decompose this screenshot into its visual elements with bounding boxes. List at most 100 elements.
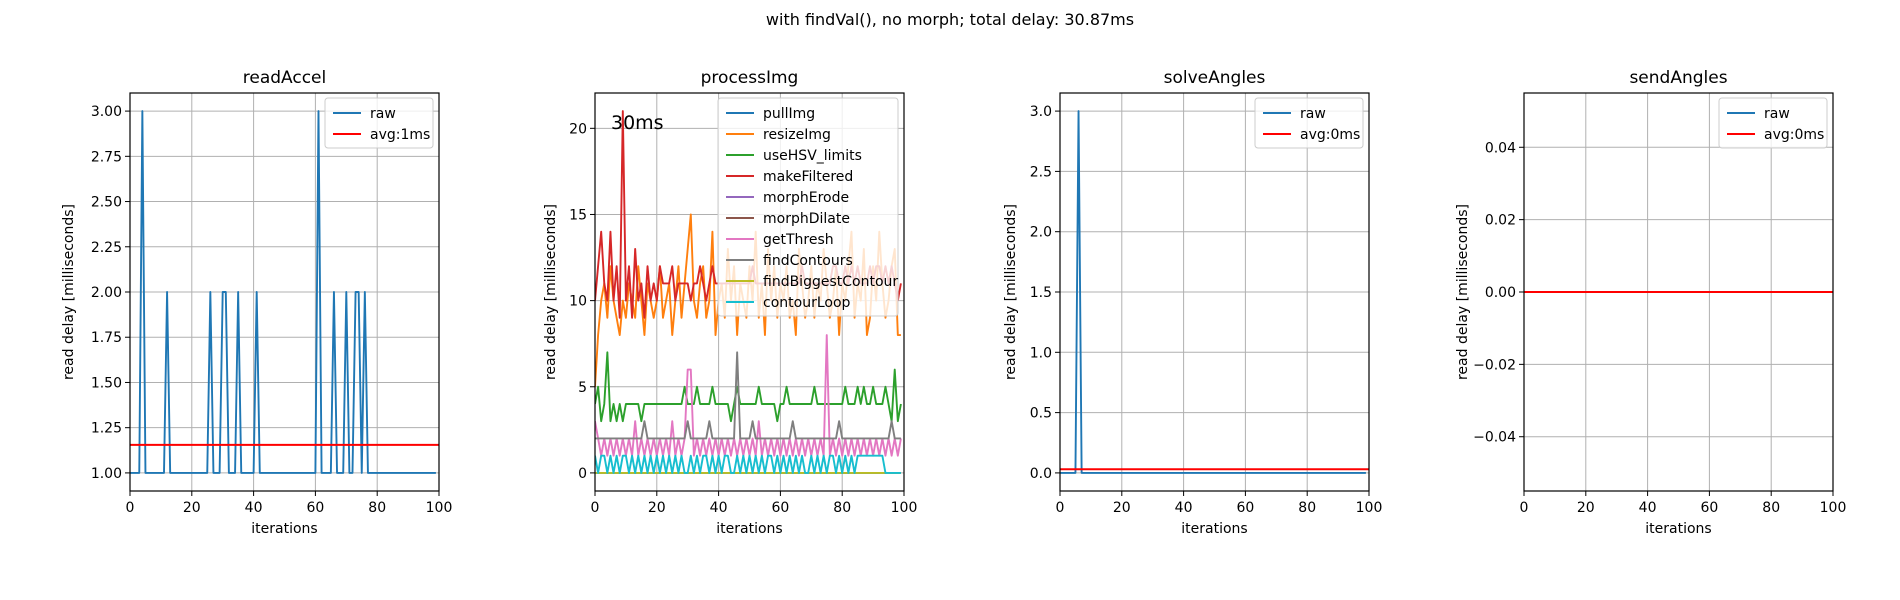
subplots-layer: 0 20 40 60 80 1001.001.251.501.752.002.252.50… [61,68,1846,537]
subplot-readAccel: 0 20 40 60 80 100 1.00 1.25 1.50 1.75 2.00 2.25 2.50… [61,68,452,537]
series-line-findContours [595,351,901,440]
y-axis-label: read delay [milliseconds] [1455,204,1471,380]
y-tick-label: 0.5 [1030,406,1052,422]
y-tick-label: 15 [569,207,587,223]
y-tick-label: 1.25 [91,421,122,437]
series-line-raw [130,110,436,474]
x-tick-label: 100 [426,500,453,516]
y-tick-label: 0.04 [1485,140,1516,156]
x-tick-label: 20 [1113,500,1131,516]
axes-frame [594,92,905,492]
y-tick-label: 10 [569,294,587,310]
subplot-title: sendAngles [1629,68,1727,88]
y-tick-label: 1.0 [1030,345,1052,361]
subplot-title: processImg [701,68,799,88]
legend-entry-raw: raw [1300,106,1326,122]
x-tick-label: 100 [1356,500,1383,516]
y-tick-label: 1.50 [91,375,122,391]
x-axis-label: iterations [716,521,782,537]
legend-entry-useHSV_limits: useHSV_limits [763,148,862,164]
y-tick-label: 1.00 [91,466,122,482]
x-axis-label: iterations [1181,521,1247,537]
delay-annotation: 30ms [611,112,664,134]
legend-entry-avg:1ms: avg:1ms [370,127,430,143]
x-tick-label: 20 [183,500,201,516]
x-tick-label: 80 [833,500,851,516]
y-axis-label: read delay [milliseconds] [543,204,559,380]
legend: pullImg resizeImg useHSV_limits makeFiltere… [717,97,899,317]
figure-suptitle: with findVal(), no morph; total delay: 3… [766,10,1134,29]
y-axis-label: read delay [milliseconds] [1003,204,1019,380]
y-tick-label: 2.0 [1030,225,1052,241]
legend-entry-raw: raw [1764,106,1790,122]
x-tick-label: 40 [1175,500,1193,516]
x-axis-label: iterations [1645,521,1711,537]
subplot-title: readAccel [243,68,327,88]
series-line-contourLoop [595,454,901,474]
x-tick-label: 0 [1056,500,1065,516]
y-tick-label: 2.50 [91,195,122,211]
legend: raw avg:1ms [324,97,434,149]
legend: raw avg:0ms [1718,97,1828,149]
subplot-processImg: 0 20 40 60 80 100 0 5 10 15 20 processImg iterations… [543,68,917,537]
x-tick-label: 40 [1639,500,1657,516]
y-tick-label: 0 [578,466,587,482]
x-tick-label: 40 [710,500,728,516]
y-tick-label: 3.00 [91,104,122,120]
series-line-useHSV_limits [595,351,902,423]
series-group [595,110,902,474]
y-tick-label: 0.02 [1485,213,1516,229]
x-tick-label: 0 [1520,500,1529,516]
y-axis-label: read delay [milliseconds] [61,204,77,380]
legend-entry-getThresh: getThresh [763,232,834,248]
subplot-sendAngles: 0 20 40 60 80 100 −0.04 −0.02 0.00 0.02 0.04 sendAn… [1455,68,1846,537]
y-tick-label: 20 [569,121,587,137]
series-group [130,110,439,474]
y-tick-label: 0.00 [1485,285,1516,301]
x-tick-label: 20 [648,500,666,516]
legend-entry-avg:0ms: avg:0ms [1764,127,1824,143]
x-tick-label: 60 [306,500,324,516]
series-group [1060,110,1369,474]
x-tick-label: 0 [126,500,135,516]
x-tick-label: 60 [1236,500,1254,516]
x-tick-label: 100 [1820,500,1847,516]
y-tick-label: 1.5 [1030,285,1052,301]
legend-entry-morphDilate: morphDilate [763,211,850,227]
legend-box [1254,97,1364,149]
series-line-raw [1060,110,1366,474]
legend-entry-morphErode: morphErode [763,190,849,206]
legend: raw avg:0ms [1254,97,1364,149]
series-line-getThresh [595,334,902,457]
y-tick-label: 2.5 [1030,164,1052,180]
x-tick-label: 80 [368,500,386,516]
y-tick-label: 0.0 [1030,466,1052,482]
x-tick-label: 80 [1762,500,1780,516]
legend-entry-raw: raw [370,106,396,122]
x-tick-label: 60 [1700,500,1718,516]
y-tick-label: 2.00 [91,285,122,301]
y-tick-label: 5 [578,380,587,396]
y-tick-label: 2.75 [91,149,122,165]
subplot-title: solveAngles [1164,68,1266,88]
legend-entry-makeFiltered: makeFiltered [763,169,853,185]
legend-entry-findBiggestContour: findBiggestContour [763,274,898,290]
legend-box [324,97,434,149]
legend-entry-findContours: findContours [763,253,853,269]
legend-entry-avg:0ms: avg:0ms [1300,127,1360,143]
x-axis-label: iterations [251,521,317,537]
x-tick-label: 80 [1298,500,1316,516]
x-tick-label: 40 [245,500,263,516]
x-tick-label: 20 [1577,500,1595,516]
legend-box [717,97,899,317]
subplot-solveAngles: 0 20 40 60 80 100 0.0 0.5 1.0 1.5 2.0 2.5 3.0 solveAn… [1003,68,1382,537]
legend-entry-resizeImg: resizeImg [763,127,831,143]
legend-entry-contourLoop: contourLoop [763,295,851,311]
x-tick-label: 0 [591,500,600,516]
y-tick-label: −0.02 [1473,357,1516,373]
legend-entry-pullImg: pullImg [763,106,815,122]
x-tick-label: 100 [891,500,918,516]
legend-box [1718,97,1828,149]
y-tick-label: 2.25 [91,240,122,256]
